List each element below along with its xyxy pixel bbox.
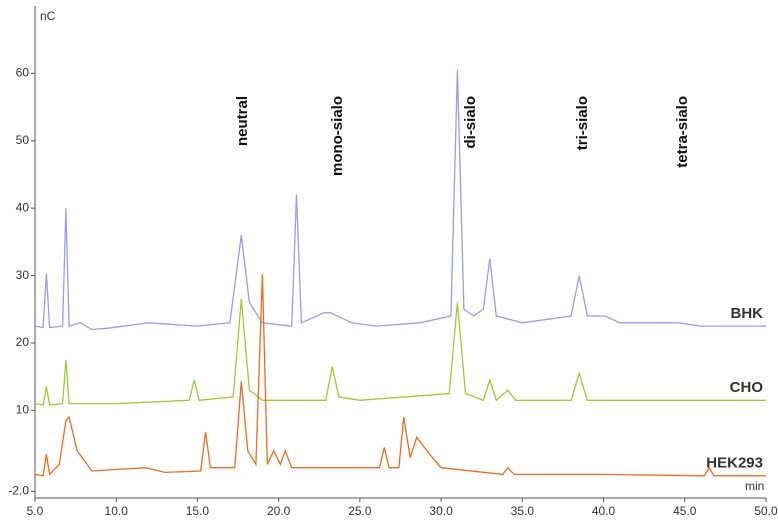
- y-tick-label: 50: [16, 133, 30, 147]
- x-tick-label: 30.0: [429, 504, 453, 518]
- series-label: HEK293: [706, 455, 763, 472]
- series-line: [34, 69, 766, 331]
- x-tick-label: 10.0: [105, 504, 129, 518]
- series-label: BHK: [731, 305, 764, 322]
- peak-annotation: mono-sialo: [329, 96, 346, 176]
- x-tick-label: 15.0: [186, 504, 210, 518]
- series-label: CHO: [730, 379, 764, 396]
- y-tick-label: -2.0: [8, 483, 29, 497]
- series-line: [34, 299, 766, 406]
- x-axis-label: min: [745, 479, 764, 493]
- series-line: [34, 274, 766, 477]
- x-tick-label: 45.0: [673, 504, 697, 518]
- peak-annotation: tri-sialo: [574, 96, 591, 150]
- y-tick-label: 40: [16, 200, 30, 214]
- peak-annotation: di-sialo: [462, 96, 479, 149]
- y-axis-label: nC: [40, 9, 56, 23]
- y-tick-label: 10: [16, 403, 30, 417]
- y-tick-label: 60: [16, 66, 30, 80]
- y-tick-label: 20: [16, 335, 30, 349]
- peak-annotation: tetra-sialo: [674, 96, 691, 168]
- x-tick-label: 40.0: [592, 504, 616, 518]
- x-tick-label: 35.0: [511, 504, 535, 518]
- peak-annotation: neutral: [234, 96, 251, 146]
- x-tick-label: 25.0: [348, 504, 372, 518]
- y-tick-label: 30: [16, 268, 30, 282]
- x-tick-label: 50.0: [754, 504, 778, 518]
- x-tick-label: 5.0: [27, 504, 44, 518]
- x-tick-label: 20.0: [267, 504, 291, 518]
